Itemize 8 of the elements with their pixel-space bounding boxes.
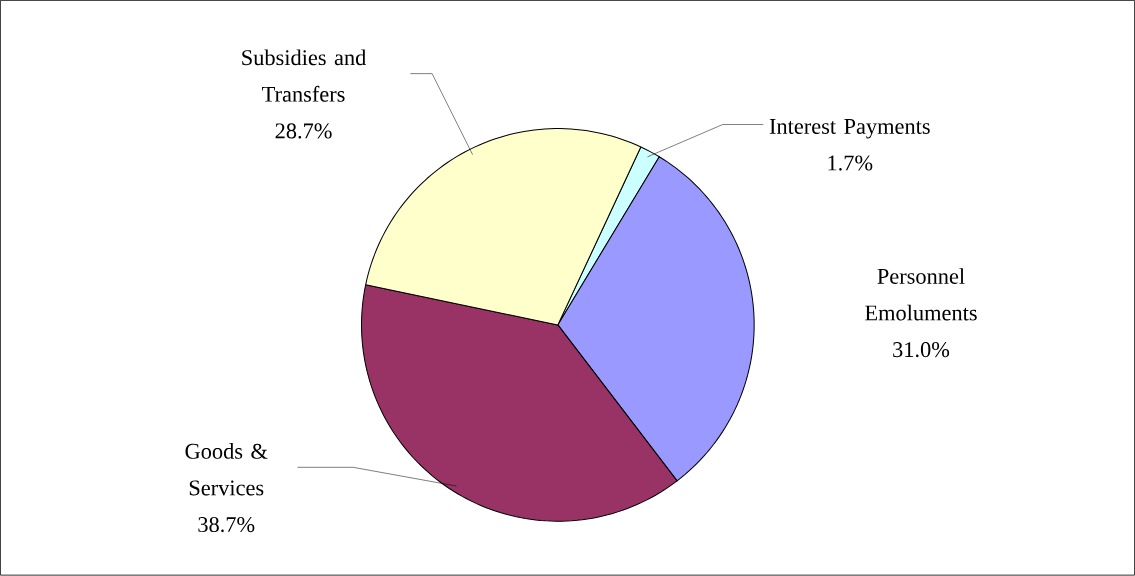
slice-label: Interest Payments	[769, 119, 930, 139]
data-label: 38.7%	[198, 517, 255, 533]
slice-label: Subsidies and Transfers	[242, 49, 367, 103]
slice-label: Personnel Emoluments	[865, 268, 977, 321]
data-label: 28.7%	[275, 123, 332, 139]
slice-label: Goods & Services	[185, 443, 268, 496]
data-label: 31.0%	[893, 342, 950, 358]
data-label: 1.7%	[828, 155, 873, 171]
